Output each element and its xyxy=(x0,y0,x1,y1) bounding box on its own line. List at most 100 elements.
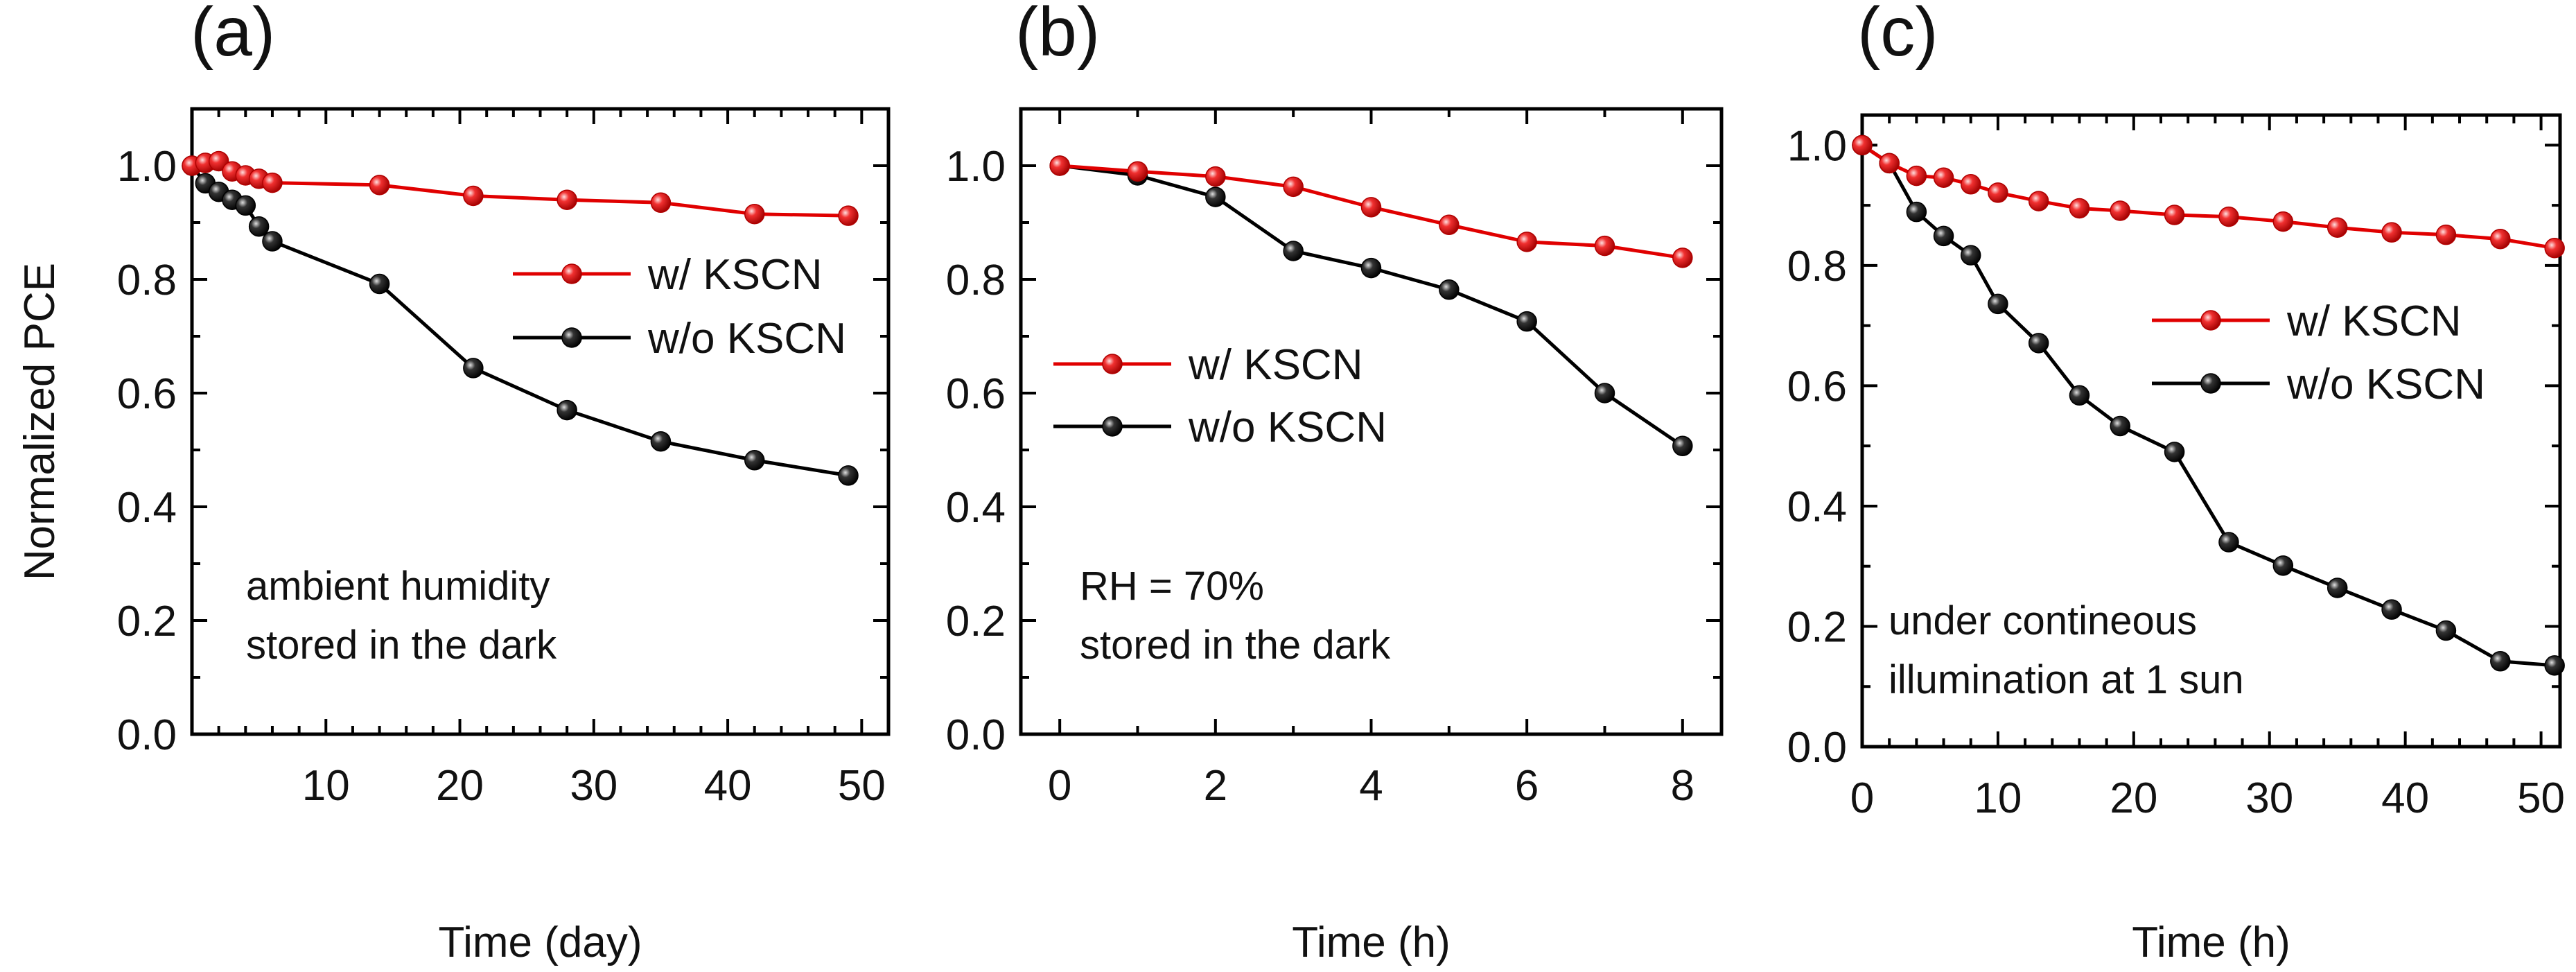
data-point xyxy=(2164,442,2185,462)
data-point xyxy=(1439,279,1460,300)
data-point xyxy=(744,203,765,225)
data-point xyxy=(2069,198,2090,219)
y-tick-label: 0.0 xyxy=(1787,724,1847,772)
data-point xyxy=(2028,191,2049,211)
x-tick-label: 8 xyxy=(1671,762,1694,810)
legend-label: w/o KSCN xyxy=(2286,361,2485,408)
data-point xyxy=(2381,599,2402,620)
y-tick-label: 0.6 xyxy=(117,370,177,418)
y-tick-label: 0.8 xyxy=(117,257,177,304)
x-tick-label: 30 xyxy=(2245,774,2293,822)
data-point xyxy=(1205,186,1226,207)
data-point xyxy=(2327,217,2348,238)
data-point xyxy=(1516,311,1537,332)
data-point xyxy=(369,273,390,295)
y-tick-label: 1.0 xyxy=(1787,122,1847,170)
legend-marker xyxy=(2200,373,2221,394)
data-point xyxy=(463,358,484,379)
x-tick-label: 40 xyxy=(704,762,752,810)
annotation-text: illumination at 1 sun xyxy=(1889,657,2244,702)
panel-b: (b) 0 2 4 6 8 0.0 0.2 0.4 0.6 0.8 1.0 Time (h) RH = 7… xyxy=(946,0,1724,966)
data-point xyxy=(650,192,672,214)
y-tick-label: 0.4 xyxy=(946,484,1006,532)
data-point xyxy=(1594,383,1615,403)
x-tick-label: 30 xyxy=(570,762,617,810)
x-tick-label: 20 xyxy=(436,762,484,810)
data-point xyxy=(2381,222,2402,243)
y-tick-label: 0.8 xyxy=(1787,243,1847,290)
series-without-kscn xyxy=(182,155,859,486)
x-tick-label: 20 xyxy=(2110,774,2157,822)
legend-marker xyxy=(1102,416,1123,437)
x-tick-label: 0 xyxy=(1850,774,1874,822)
data-point xyxy=(1127,161,1148,182)
data-point xyxy=(463,185,484,207)
data-point xyxy=(1049,155,1070,176)
annotation-text: stored in the dark xyxy=(1080,623,1391,668)
y-tick-label: 0.8 xyxy=(946,257,1006,304)
data-point xyxy=(1852,134,1873,156)
legend-entry: w/ KSCN xyxy=(2152,297,2461,345)
annotation-text: ambient humidity xyxy=(246,564,550,609)
panel-label: (b) xyxy=(1015,0,1100,71)
x-tick-label: 10 xyxy=(1974,774,2022,822)
data-point xyxy=(1879,153,1900,174)
data-point xyxy=(1906,165,1927,186)
data-point xyxy=(744,450,765,471)
legend-label: w/ KSCN xyxy=(2286,297,2461,345)
legend-entry: w/o KSCN xyxy=(1053,403,1387,451)
annotation-text: stored in the dark xyxy=(246,623,557,668)
data-point xyxy=(2490,228,2511,250)
data-point xyxy=(262,172,283,193)
y-tick-label: 0.6 xyxy=(946,370,1006,418)
data-point xyxy=(262,231,283,252)
data-point xyxy=(2272,555,2294,576)
y-tick-label: 0.2 xyxy=(117,598,177,645)
legend-marker xyxy=(561,327,582,348)
series-with-kscn xyxy=(182,150,859,226)
y-tick-label: 0.0 xyxy=(117,711,177,759)
data-point xyxy=(2218,532,2239,553)
y-tick-label: 0.4 xyxy=(117,484,177,532)
data-point xyxy=(2544,655,2565,676)
data-point xyxy=(1283,241,1304,261)
y-tick-label: 0.4 xyxy=(1787,483,1847,531)
x-axis-label: Time (h) xyxy=(1292,919,1450,966)
x-tick-label: 50 xyxy=(2517,774,2565,822)
data-point xyxy=(1594,235,1615,257)
annotation-text: under contineous xyxy=(1889,598,2197,643)
data-point xyxy=(1960,245,1981,266)
data-point xyxy=(838,205,859,226)
data-point xyxy=(2028,333,2049,354)
legend-entry: w/ KSCN xyxy=(513,251,822,299)
data-point xyxy=(248,216,270,237)
data-point xyxy=(2327,578,2348,598)
legend-label: w/o KSCN xyxy=(647,315,846,363)
data-point xyxy=(1516,232,1537,252)
data-point xyxy=(2435,224,2457,245)
y-tick-label: 1.0 xyxy=(117,143,177,191)
y-tick-label: 0.0 xyxy=(946,711,1006,759)
data-point xyxy=(1988,182,2008,203)
series-with-kscn xyxy=(1852,134,2565,259)
annotation-text: RH = 70% xyxy=(1080,564,1264,609)
data-point xyxy=(1988,293,2008,315)
data-point xyxy=(838,465,859,486)
legend-entry: w/o KSCN xyxy=(2152,361,2485,408)
data-point xyxy=(1672,435,1693,457)
legend-marker xyxy=(2200,310,2221,331)
legend-entry: w/ KSCN xyxy=(1053,341,1363,389)
data-point xyxy=(2544,237,2565,259)
plot-frame xyxy=(1860,113,2562,749)
data-point xyxy=(235,195,256,216)
data-point xyxy=(1933,167,1954,188)
panel-a: (a) 10 20 30 40 50 0.0 0.2 0.4 0.6 0.8 1.0 Time (day… xyxy=(117,0,891,966)
data-point xyxy=(369,175,390,196)
data-point xyxy=(557,189,577,210)
x-tick-label: 10 xyxy=(302,762,350,810)
x-tick-label: 4 xyxy=(1359,762,1383,810)
data-point xyxy=(1360,257,1382,279)
x-tick-label: 50 xyxy=(838,762,886,810)
x-tick-label: 6 xyxy=(1515,762,1539,810)
